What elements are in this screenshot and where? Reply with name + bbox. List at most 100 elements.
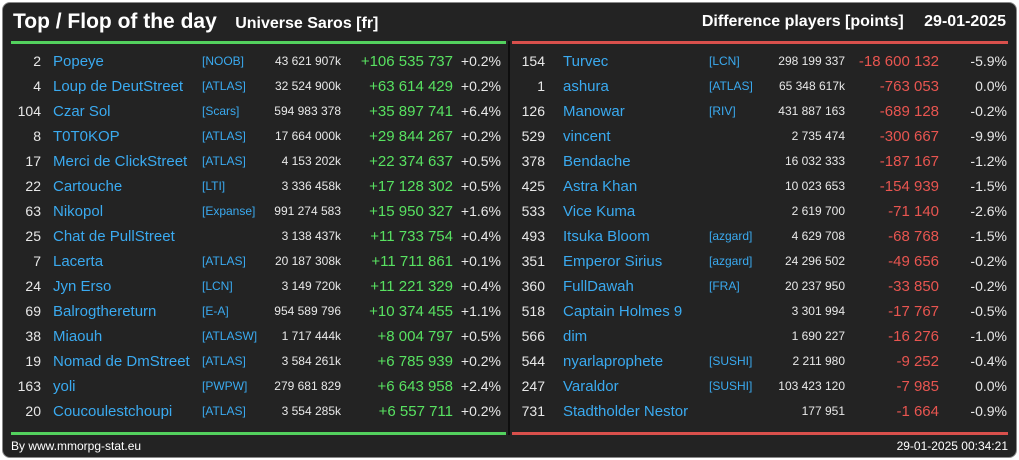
player-name-link[interactable]: Emperor Sirius bbox=[563, 253, 663, 270]
percent-change: -1.2% bbox=[970, 153, 1007, 169]
player-name-link[interactable]: Jyn Erso bbox=[53, 278, 112, 295]
alliance-tag-link[interactable]: [Scars] bbox=[202, 104, 240, 118]
points-difference: -763 053 bbox=[879, 78, 939, 95]
player-name-link[interactable]: Nikopol bbox=[53, 203, 104, 220]
alliance-tag-link[interactable]: [ATLAS] bbox=[709, 79, 753, 93]
player-name-link[interactable]: ashura bbox=[563, 78, 609, 95]
player-name-link[interactable]: FullDawah bbox=[563, 278, 634, 295]
percent-change: 0.0% bbox=[975, 378, 1007, 394]
metric-label: Difference players [points] bbox=[701, 13, 904, 30]
player-points: 3 301 994 bbox=[791, 304, 845, 318]
player-name-link[interactable]: Balrogthereturn bbox=[53, 303, 157, 320]
alliance-tag-link[interactable]: [ATLAS] bbox=[202, 79, 246, 93]
flop-player-row: 154 Turvec [LCN] 298 199 337 -18 600 132 -5.9… bbox=[510, 49, 1016, 74]
alliance-tag-link[interactable]: [ATLAS] bbox=[202, 354, 246, 368]
site-credit-link[interactable]: By www.mmorpg-stat.eu bbox=[11, 439, 142, 453]
player-rank: 17 bbox=[25, 153, 41, 169]
points-difference: +6 785 939 bbox=[377, 353, 454, 370]
points-difference: +6 643 958 bbox=[377, 378, 454, 395]
player-name-link[interactable]: Varaldor bbox=[563, 378, 619, 395]
player-rank: 24 bbox=[25, 278, 41, 294]
alliance-tag-link[interactable]: [LCN] bbox=[202, 279, 233, 293]
alliance-tag-link[interactable]: [ATLAS] bbox=[202, 254, 246, 268]
points-difference: -1 664 bbox=[896, 403, 939, 420]
player-name-link[interactable]: Turvec bbox=[563, 53, 609, 70]
percent-change: +6.4% bbox=[460, 103, 501, 119]
player-name-link[interactable]: Czar Sol bbox=[53, 103, 111, 120]
top-player-row: 25 Chat de PullStreet 3 138 437k +11 733 75… bbox=[3, 224, 508, 249]
percent-change: -0.2% bbox=[970, 103, 1007, 119]
player-name-link[interactable]: Popeye bbox=[53, 53, 104, 70]
player-name-link[interactable]: Merci de ClickStreet bbox=[53, 153, 188, 170]
flop-player-row: 529 vincent 2 735 474 -300 667 -9.9% bbox=[510, 124, 1016, 149]
player-points: 2 619 700 bbox=[791, 204, 845, 218]
player-name-link[interactable]: Nomad de DmStreet bbox=[53, 353, 190, 370]
alliance-tag-link[interactable]: [ATLAS] bbox=[202, 154, 246, 168]
player-name-link[interactable]: Coucoulestchoupi bbox=[53, 403, 173, 420]
player-name-link[interactable]: Loup de DeutStreet bbox=[53, 78, 184, 95]
player-points: 65 348 617k bbox=[778, 79, 845, 93]
top-player-row: 7 Lacerta [ATLAS] 20 187 308k +11 711 861 +0.… bbox=[3, 249, 508, 274]
player-points: 3 149 720k bbox=[281, 279, 341, 293]
percent-change: +1.1% bbox=[460, 303, 501, 319]
player-name-link[interactable]: dim bbox=[563, 328, 588, 345]
player-rank: 247 bbox=[521, 378, 545, 394]
points-difference: +6 557 711 bbox=[378, 403, 453, 420]
player-rank: 126 bbox=[521, 103, 545, 119]
player-name-link[interactable]: Cartouche bbox=[53, 178, 123, 195]
alliance-tag-link[interactable]: [ATLAS] bbox=[202, 129, 246, 143]
player-name-link[interactable]: Lacerta bbox=[53, 253, 104, 270]
player-rank: 163 bbox=[17, 378, 41, 394]
player-points: 2 211 980 bbox=[792, 354, 846, 368]
points-difference: +11 711 861 bbox=[371, 253, 453, 270]
alliance-tag-link[interactable]: [E-A] bbox=[202, 304, 229, 318]
header-left: Top / Flop of the day Universe Saros [fr… bbox=[13, 10, 378, 34]
player-name-link[interactable]: Astra Khan bbox=[563, 178, 638, 195]
alliance-tag-link[interactable]: [ATLAS] bbox=[202, 404, 246, 418]
player-name-link[interactable]: Manowar bbox=[563, 103, 625, 120]
player-points: 298 199 337 bbox=[778, 54, 845, 68]
player-name-link[interactable]: Captain Holmes 9 bbox=[563, 303, 683, 320]
percent-change: +0.5% bbox=[460, 328, 501, 344]
player-rank: 2 bbox=[33, 53, 41, 69]
top-player-row: 69 Balrogthereturn [E-A] 954 589 796 +10 374… bbox=[3, 299, 508, 324]
percent-change: +0.5% bbox=[460, 153, 501, 169]
alliance-tag-link[interactable]: [azgard] bbox=[709, 229, 753, 243]
player-name-link[interactable]: Vice Kuma bbox=[563, 203, 636, 220]
alliance-tag-link[interactable]: [PWPW] bbox=[202, 379, 248, 393]
alliance-tag-link[interactable]: [ATLASW] bbox=[202, 329, 258, 343]
player-name-link[interactable]: yoli bbox=[53, 378, 76, 395]
header-right: Difference players [points] 29-01-2025 bbox=[702, 13, 1006, 31]
player-rank: 533 bbox=[521, 203, 545, 219]
alliance-tag-link[interactable]: [RIV] bbox=[709, 104, 736, 118]
flop-player-row: 378 Bendache 16 032 333 -187 167 -1.2% bbox=[510, 149, 1016, 174]
percent-change: -1.5% bbox=[970, 228, 1007, 244]
flop-player-row: 425 Astra Khan 10 023 653 -154 939 -1.5% bbox=[510, 174, 1016, 199]
player-name-link[interactable]: T0T0KOP bbox=[53, 128, 120, 145]
alliance-tag-link[interactable]: [SUSHI] bbox=[709, 379, 753, 393]
points-difference: -9 252 bbox=[896, 353, 939, 370]
alliance-tag-link[interactable]: [SUSHI] bbox=[709, 354, 753, 368]
player-points: 594 983 378 bbox=[274, 104, 341, 118]
player-rank: 529 bbox=[521, 128, 545, 144]
player-name-link[interactable]: Itsuka Bloom bbox=[563, 228, 650, 245]
alliance-tag-link[interactable]: [azgard] bbox=[709, 254, 753, 268]
alliance-tag-link[interactable]: [LCN] bbox=[709, 54, 740, 68]
player-name-link[interactable]: Stadtholder Nestor bbox=[563, 403, 689, 420]
flop-player-row: 544 nyarlaprophete [SUSHI] 2 211 980 -9 252 -… bbox=[510, 349, 1016, 374]
player-name-link[interactable]: Miaouh bbox=[53, 328, 103, 345]
player-name-link[interactable]: Chat de PullStreet bbox=[53, 228, 175, 245]
alliance-tag-link[interactable]: [NOOB] bbox=[202, 54, 245, 68]
points-difference: -187 167 bbox=[879, 153, 939, 170]
top-player-row: 38 Miaouh [ATLASW] 1 717 444k +8 004 797 +0.5… bbox=[3, 324, 508, 349]
player-name-link[interactable]: nyarlaprophete bbox=[563, 353, 664, 370]
player-name-link[interactable]: vincent bbox=[563, 128, 611, 145]
top-bottom-bar bbox=[11, 432, 506, 435]
alliance-tag-link[interactable]: [LTI] bbox=[202, 179, 226, 193]
alliance-tag-link[interactable]: [FRA] bbox=[709, 279, 740, 293]
percent-change: -5.9% bbox=[970, 53, 1007, 69]
player-name-link[interactable]: Bendache bbox=[563, 153, 631, 170]
alliance-tag-link[interactable]: [Expanse] bbox=[202, 204, 256, 218]
points-difference: +11 221 329 bbox=[370, 278, 453, 295]
player-points: 24 296 502 bbox=[784, 254, 845, 268]
